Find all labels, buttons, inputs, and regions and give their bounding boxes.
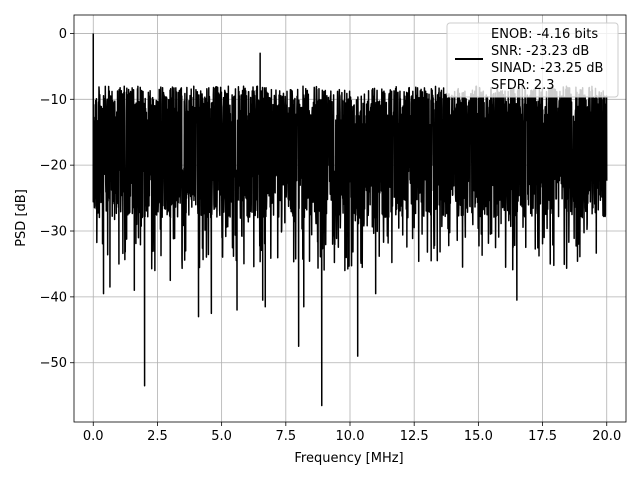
y-tick-label: −30 (40, 225, 67, 240)
y-tick-label: −10 (40, 93, 67, 108)
y-tick-label: −20 (40, 159, 67, 174)
x-tick-label: 0.0 (83, 429, 104, 444)
y-tick-label: 0 (59, 27, 67, 42)
x-tick-label: 15.0 (464, 429, 493, 444)
x-tick-label: 10.0 (336, 429, 365, 444)
x-tick-label: 5.0 (211, 429, 232, 444)
y-tick-label: −50 (40, 356, 67, 371)
y-tick-label: −40 (40, 290, 67, 305)
psd-series-line (92, 33, 608, 407)
legend-text-line: SNR: -23.23 dB (491, 44, 589, 59)
x-tick-label: 17.5 (528, 429, 557, 444)
y-axis-label: PSD [dB] (14, 189, 29, 247)
data-layer (92, 33, 608, 407)
legend-label: ENOB: -4.16 bits SNR: -23.23 dB SINAD: -23… (491, 27, 603, 93)
x-tick-label: 2.5 (147, 429, 168, 444)
legend-box (446, 22, 619, 98)
x-axis-label: Frequency [MHz] (294, 451, 403, 466)
x-tick-label: 12.5 (400, 429, 429, 444)
legend-text-line: SFDR: 2.3 (491, 78, 555, 93)
legend-text-line: SINAD: -23.25 dB (491, 61, 603, 76)
x-tick-label: 7.5 (275, 429, 296, 444)
x-tick-label: 20.0 (592, 429, 621, 444)
ticks: 0.0 2.5 5.0 7.5 10.0 12.5 15.0 17.5 20.0 0 −10 −20 −… (40, 27, 622, 444)
legend-text-line: ENOB: -4.16 bits (491, 27, 598, 42)
legend: ENOB: -4.16 bits SNR: -23.23 dB SINAD: -23… (446, 22, 619, 98)
